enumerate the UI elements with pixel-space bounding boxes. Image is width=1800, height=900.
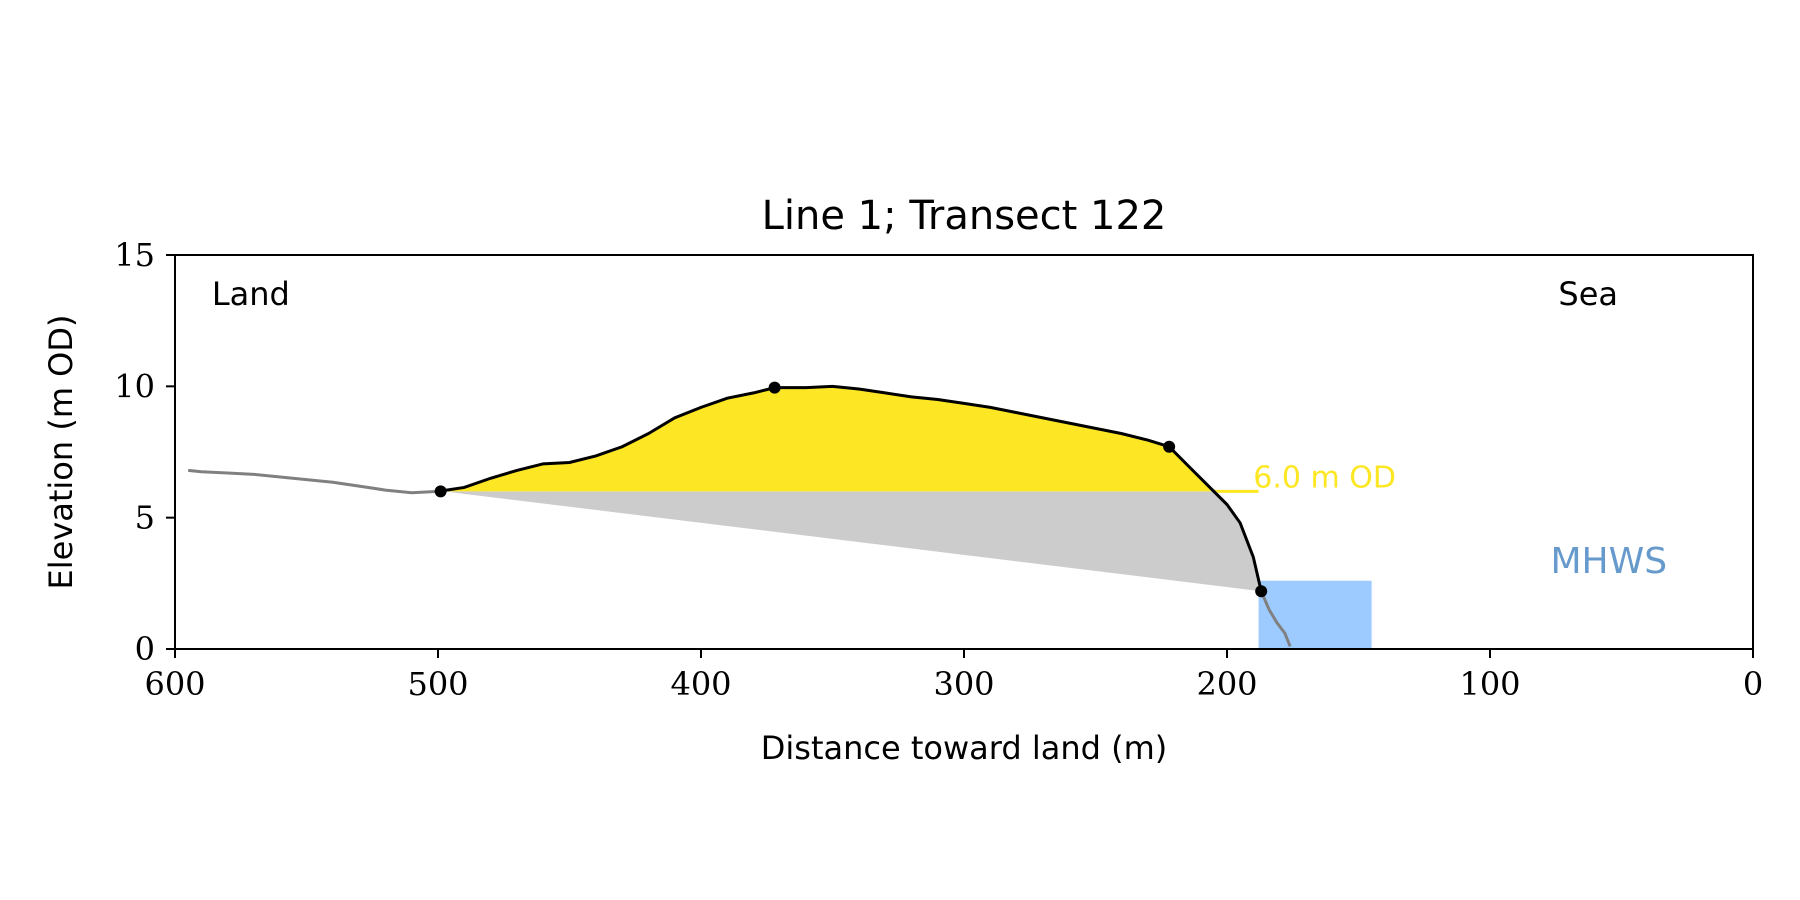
land-label: Land xyxy=(212,275,290,313)
profile-dune xyxy=(440,384,1263,592)
y-axis-ticks: 0 5 10 15 xyxy=(114,236,175,668)
key-point xyxy=(768,381,781,394)
profile-seaward xyxy=(1259,590,1292,647)
chart-title: Line 1; Transect 122 xyxy=(762,193,1167,239)
key-points-layer xyxy=(434,381,1268,598)
profile-landward xyxy=(188,468,441,495)
key-point xyxy=(434,485,447,498)
y-tick-label: 0 xyxy=(135,630,155,668)
mhws-area xyxy=(1258,580,1372,649)
x-tick-label: 100 xyxy=(1459,665,1520,703)
x-tick-label: 0 xyxy=(1743,665,1763,703)
y-tick-label: 5 xyxy=(135,499,155,537)
x-tick-label: 600 xyxy=(144,665,205,703)
x-tick-label: 300 xyxy=(933,665,994,703)
x-tick-label: 400 xyxy=(670,665,731,703)
sea-label: Sea xyxy=(1558,275,1618,313)
profile-layer xyxy=(188,384,1292,647)
x-axis-ticks: 600 500 400 300 200 100 0 xyxy=(144,649,1763,703)
od-threshold-label: 6.0 m OD xyxy=(1253,460,1396,495)
mhws-label: MHWS xyxy=(1550,541,1667,582)
dune-area xyxy=(440,386,1214,492)
base-area xyxy=(440,491,1262,592)
x-tick-label: 500 xyxy=(407,665,468,703)
key-point xyxy=(1163,440,1176,453)
fill-layer xyxy=(440,386,1372,649)
x-axis-label: Distance toward land (m) xyxy=(761,729,1167,767)
y-tick-label: 10 xyxy=(114,367,155,405)
x-tick-label: 200 xyxy=(1196,665,1257,703)
y-axis-label: Elevation (m OD) xyxy=(42,315,80,590)
y-tick-label: 15 xyxy=(114,236,155,274)
key-point xyxy=(1255,585,1268,598)
